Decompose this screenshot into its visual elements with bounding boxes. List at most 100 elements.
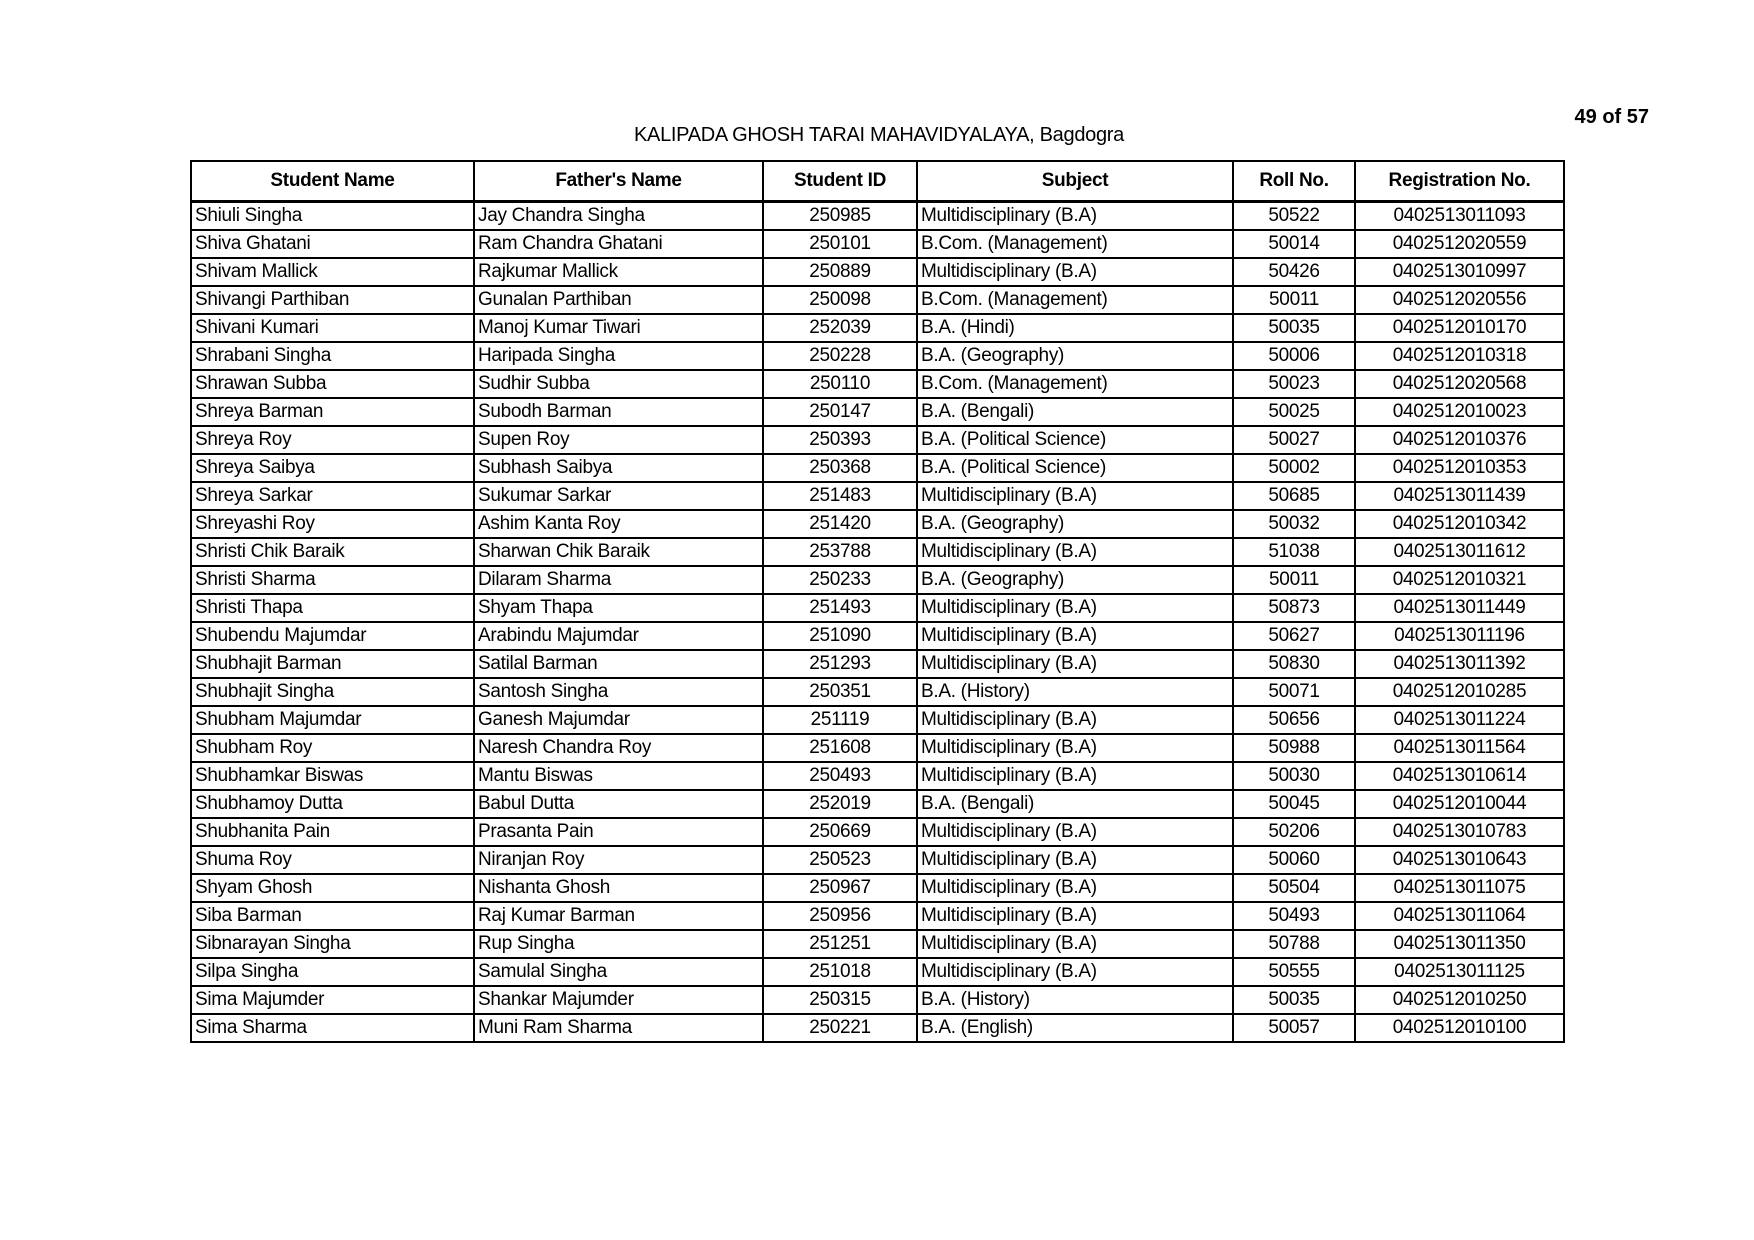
registration-no-cell: 0402512010023 xyxy=(1354,397,1565,427)
student-id-cell: 250221 xyxy=(762,1013,918,1043)
subject-cell: B.Com. (Management) xyxy=(916,229,1234,259)
student-id-cell: 250315 xyxy=(762,985,918,1015)
father-name-cell: Subodh Barman xyxy=(473,397,764,427)
subject-cell: Multidisciplinary (B.A) xyxy=(916,481,1234,511)
student-name-cell: Shreya Sarkar xyxy=(190,481,475,511)
roll-no-cell: 50522 xyxy=(1232,200,1356,231)
roll-no-cell: 50788 xyxy=(1232,929,1356,959)
father-name-cell: Subhash Saibya xyxy=(473,453,764,483)
subject-cell: Multidisciplinary (B.A) xyxy=(916,901,1234,931)
father-name-cell: Shyam Thapa xyxy=(473,593,764,623)
student-name-cell: Silpa Singha xyxy=(190,957,475,987)
roll-no-cell: 50071 xyxy=(1232,677,1356,707)
student-name-cell: Shristi Sharma xyxy=(190,565,475,595)
roll-no-cell: 50988 xyxy=(1232,733,1356,763)
father-name-cell: Nishanta Ghosh xyxy=(473,873,764,903)
student-name-cell: Siba Barman xyxy=(190,901,475,931)
registration-no-cell: 0402512010100 xyxy=(1354,1013,1565,1043)
student-id-cell: 250967 xyxy=(762,873,918,903)
registration-no-cell: 0402512010342 xyxy=(1354,509,1565,539)
table-row: Shubhajit Singha Santosh Singha 250351 B.A.… xyxy=(190,677,1565,707)
subject-cell: B.A. (Political Science) xyxy=(916,453,1234,483)
student-name-cell: Shreya Saibya xyxy=(190,453,475,483)
registration-no-cell: 0402513011224 xyxy=(1354,705,1565,735)
student-id-cell: 251483 xyxy=(762,481,918,511)
registration-no-cell: 0402512010170 xyxy=(1354,313,1565,343)
student-name-cell: Shubhamkar Biswas xyxy=(190,761,475,791)
subject-cell: B.A. (Geography) xyxy=(916,565,1234,595)
table-row: Shubhajit Barman Satilal Barman 251293 Mult… xyxy=(190,649,1565,679)
student-name-cell: Shubhamoy Dutta xyxy=(190,789,475,819)
subject-cell: Multidisciplinary (B.A) xyxy=(916,705,1234,735)
registration-no-cell: 0402513011439 xyxy=(1354,481,1565,511)
father-name-cell: Raj Kumar Barman xyxy=(473,901,764,931)
subject-cell: B.A. (Geography) xyxy=(916,509,1234,539)
table-row: Shristi Chik Baraik Sharwan Chik Baraik 25… xyxy=(190,537,1565,567)
student-id-cell: 250147 xyxy=(762,397,918,427)
subject-cell: B.A. (History) xyxy=(916,985,1234,1015)
table-row: Shreya Sarkar Sukumar Sarkar 251483 Multidi… xyxy=(190,481,1565,511)
header-row: Student Name Father's Name Student ID Su… xyxy=(190,160,1565,203)
registration-no-cell: 0402513010997 xyxy=(1354,257,1565,287)
student-id-cell: 251608 xyxy=(762,733,918,763)
student-id-cell: 250493 xyxy=(762,761,918,791)
student-id-cell: 250523 xyxy=(762,845,918,875)
subject-cell: Multidisciplinary (B.A) xyxy=(916,649,1234,679)
father-name-cell: Ashim Kanta Roy xyxy=(473,509,764,539)
registration-no-cell: 0402512010353 xyxy=(1354,453,1565,483)
table-row: Shreyashi Roy Ashim Kanta Roy 251420 B.A. (… xyxy=(190,509,1565,539)
student-name-cell: Shubham Majumdar xyxy=(190,705,475,735)
father-name-cell: Rup Singha xyxy=(473,929,764,959)
registration-no-cell: 0402512020559 xyxy=(1354,229,1565,259)
table-row: Shreya Barman Subodh Barman 250147 B.A. (Be… xyxy=(190,397,1565,427)
table-row: Shyam Ghosh Nishanta Ghosh 250967 Multidisc… xyxy=(190,873,1565,903)
subject-cell: Multidisciplinary (B.A) xyxy=(916,537,1234,567)
student-name-cell: Shivani Kumari xyxy=(190,313,475,343)
table-row: Shreya Roy Supen Roy 250393 B.A. (Political… xyxy=(190,425,1565,455)
roll-no-cell: 50504 xyxy=(1232,873,1356,903)
header-student-name: Student Name xyxy=(190,160,475,203)
registration-no-cell: 0402512010285 xyxy=(1354,677,1565,707)
father-name-cell: Gunalan Parthiban xyxy=(473,285,764,315)
roll-no-cell: 50627 xyxy=(1232,621,1356,651)
college-name: KALIPADA GHOSH TARAI MAHAVIDYALAYA, Bagd… xyxy=(634,124,1124,146)
table-row: Shubhanita Pain Prasanta Pain 250669 Multid… xyxy=(190,817,1565,847)
student-id-cell: 251018 xyxy=(762,957,918,987)
roll-no-cell: 50057 xyxy=(1232,1013,1356,1043)
student-name-cell: Shuma Roy xyxy=(190,845,475,875)
roll-no-cell: 50035 xyxy=(1232,985,1356,1015)
father-name-cell: Samulal Singha xyxy=(473,957,764,987)
subject-cell: Multidisciplinary (B.A) xyxy=(916,761,1234,791)
student-id-cell: 250669 xyxy=(762,817,918,847)
table-row: Shristi Sharma Dilaram Sharma 250233 B.A. (… xyxy=(190,565,1565,595)
roll-no-cell: 50002 xyxy=(1232,453,1356,483)
father-name-cell: Shankar Majumder xyxy=(473,985,764,1015)
roll-no-cell: 51038 xyxy=(1232,537,1356,567)
student-name-cell: Shrabani Singha xyxy=(190,341,475,371)
student-name-cell: Sima Sharma xyxy=(190,1013,475,1043)
father-name-cell: Satilal Barman xyxy=(473,649,764,679)
student-id-cell: 251420 xyxy=(762,509,918,539)
subject-cell: Multidisciplinary (B.A) xyxy=(916,957,1234,987)
roll-no-cell: 50023 xyxy=(1232,369,1356,399)
table-row: Sima Sharma Muni Ram Sharma 250221 B.A. (En… xyxy=(190,1013,1565,1043)
roll-no-cell: 50011 xyxy=(1232,565,1356,595)
table-row: Sima Majumder Shankar Majumder 250315 B.A. … xyxy=(190,985,1565,1015)
table-row: Shubhamkar Biswas Mantu Biswas 250493 Multi… xyxy=(190,761,1565,791)
student-name-cell: Sima Majumder xyxy=(190,985,475,1015)
student-name-cell: Shiuli Singha xyxy=(190,200,475,231)
student-id-cell: 250368 xyxy=(762,453,918,483)
student-table: Student Name Father's Name Student ID Su… xyxy=(190,160,1565,1043)
father-name-cell: Manoj Kumar Tiwari xyxy=(473,313,764,343)
roll-no-cell: 50025 xyxy=(1232,397,1356,427)
registration-no-cell: 0402512010250 xyxy=(1354,985,1565,1015)
table-row: Shubham Majumdar Ganesh Majumdar 251119 Mul… xyxy=(190,705,1565,735)
student-id-cell: 250101 xyxy=(762,229,918,259)
father-name-cell: Haripada Singha xyxy=(473,341,764,371)
table-row: Shiva Ghatani Ram Chandra Ghatani 250101 B.… xyxy=(190,229,1565,259)
roll-no-cell: 50060 xyxy=(1232,845,1356,875)
student-name-cell: Shubham Roy xyxy=(190,733,475,763)
roll-no-cell: 50014 xyxy=(1232,229,1356,259)
registration-no-cell: 0402513011196 xyxy=(1354,621,1565,651)
subject-cell: Multidisciplinary (B.A) xyxy=(916,593,1234,623)
